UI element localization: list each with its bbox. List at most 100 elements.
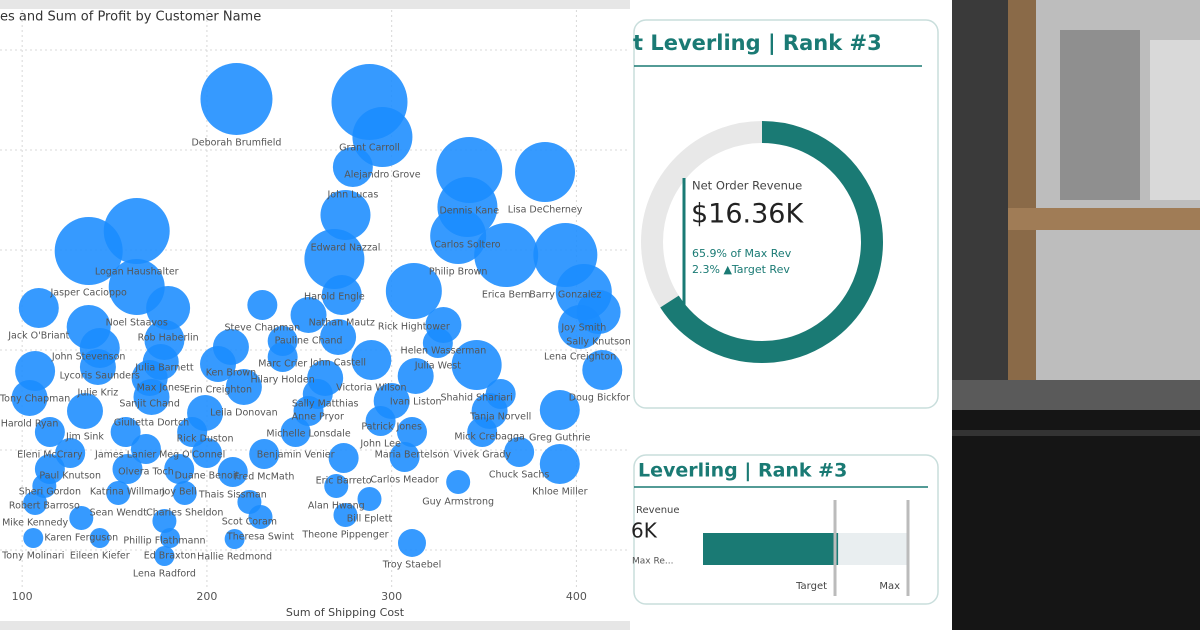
bubble [504, 437, 535, 467]
card-title: Leverling | Rank #3 [638, 460, 847, 482]
bubble-label: Jasper Cacioppo [49, 288, 127, 299]
bubble [11, 380, 48, 416]
bubble-label: Karen Ferguson [44, 533, 118, 544]
bubble [200, 346, 237, 382]
bubble-label: Sean Wendt [90, 508, 147, 519]
bubble-label: Maria Bertelson [375, 450, 450, 461]
bubble [430, 208, 487, 264]
bubble-label: Duane Benoit [175, 471, 240, 482]
bubble-label: Phillip Flathmann [123, 536, 205, 547]
bubble [385, 263, 442, 319]
metric-value: 6K [631, 519, 658, 543]
bubble [79, 349, 116, 385]
pct-label: 65.9% of Max Rev [692, 247, 792, 260]
bubble-label: Mike Kennedy [2, 518, 68, 529]
bubble [446, 470, 471, 494]
bubble [422, 328, 453, 358]
bubble-label: Benjamin Venier [257, 450, 335, 461]
bubble-label: Theone Pippenger [301, 530, 388, 541]
bubble [320, 190, 371, 240]
bubble-label: Carlos Meador [370, 475, 438, 486]
bubble-label: Max Jones [137, 383, 185, 394]
bubble-label: Tony Molinari [1, 551, 64, 562]
bubble-label: Dennis Kane [439, 206, 499, 217]
bubble-label: Carlos Soltero [434, 240, 501, 251]
bubble [249, 439, 280, 469]
bubble [18, 288, 59, 328]
target-axis-label: Target [795, 581, 827, 592]
bubble-label: Rick Hightower [378, 322, 450, 333]
bubble [280, 417, 311, 447]
bubble-label: Patrick Jones [361, 422, 422, 433]
bubble [290, 297, 327, 333]
bubble [133, 379, 170, 415]
bubble [248, 505, 273, 529]
bubble [558, 305, 603, 349]
bubble [152, 509, 177, 533]
bubble-label: Marc Crier [258, 359, 307, 370]
metric-label: Net Order Revenue [692, 179, 802, 193]
bubble-label: Eric Barreto [316, 476, 372, 487]
bubble [110, 417, 141, 447]
bubble [467, 417, 498, 447]
bubble [154, 546, 175, 566]
bubble-label: Rob Haberlin [138, 333, 199, 344]
bubble-label: Julia West [414, 361, 462, 372]
bubble-label: Sheri Gordon [19, 487, 81, 498]
bubble-label: Ivan Liston [390, 397, 442, 408]
bubble-label: Khloe Miller [532, 487, 588, 498]
bubble-label: Doug Bickford [569, 393, 636, 404]
bubble-label: Paul Knutson [39, 471, 101, 482]
bubble [146, 286, 191, 330]
bubble [225, 369, 262, 405]
bubble-label: Anne Pryor [292, 412, 344, 423]
bubble [34, 417, 65, 447]
bubble [365, 406, 396, 436]
max-label: Max Re... [632, 557, 673, 567]
card-title: t Leverling | Rank #3 [633, 31, 882, 56]
bubble [397, 529, 426, 557]
bubble-label: Chuck Sachs [489, 470, 550, 481]
bubble-label: Leila Donovan [210, 408, 278, 419]
bottom-strip [0, 621, 630, 630]
bubble-label: Philip Brown [429, 267, 488, 278]
bubble [321, 275, 362, 315]
bubble-label: Sanjit Chand [119, 399, 179, 410]
bubble [582, 350, 623, 390]
bubble-label: Mick Crebagga [454, 432, 525, 443]
bubble-label: John Lee [359, 439, 401, 450]
card [633, 19, 939, 409]
bubble-label: Hallie Redmond [197, 552, 272, 563]
bubble [451, 340, 502, 390]
bubble-label: Bill Eplett [347, 514, 393, 525]
bubble-label: Thais Sissman [198, 490, 267, 501]
plot-area: Deborah Brumfield Grant Carroll Alejandro … [0, 10, 636, 590]
target-label: 2.3% ▲Target Rev [692, 263, 790, 276]
bullet-bar [703, 533, 839, 565]
bubble-label: Tony Chapman [0, 394, 70, 405]
bubble-label: Barry Gonzalez [529, 290, 601, 301]
bubble [55, 438, 86, 468]
bubble-label: Lisa DeCherney [508, 205, 583, 216]
bubble-label: Sally Matthias [292, 399, 359, 410]
bubble-label: Robert Barroso [9, 501, 80, 512]
donut [641, 121, 883, 363]
bubble-label: Victoria Wilson [336, 383, 406, 394]
bubble [351, 340, 392, 380]
bubble [177, 417, 208, 447]
bubble [352, 107, 413, 167]
bubble-label: Lena Creighton [544, 352, 616, 363]
bubble-label: Katrina Willman [90, 487, 165, 498]
metric-value: $16.36K [691, 199, 804, 230]
bubble [89, 528, 110, 548]
bubble-label: Eileen Kiefer [70, 551, 130, 562]
bubble-label: Harold Engle [304, 292, 365, 303]
bubble-label: Lena Radford [133, 569, 196, 580]
bubble [320, 319, 357, 355]
x-tick-label: 200 [196, 590, 217, 603]
bubble [267, 342, 298, 372]
bubble [396, 417, 427, 447]
x-tick-label: 100 [12, 590, 33, 603]
bubble-label: Fred McMath [234, 472, 295, 483]
bubble-label: Theresa Swint [226, 532, 294, 543]
